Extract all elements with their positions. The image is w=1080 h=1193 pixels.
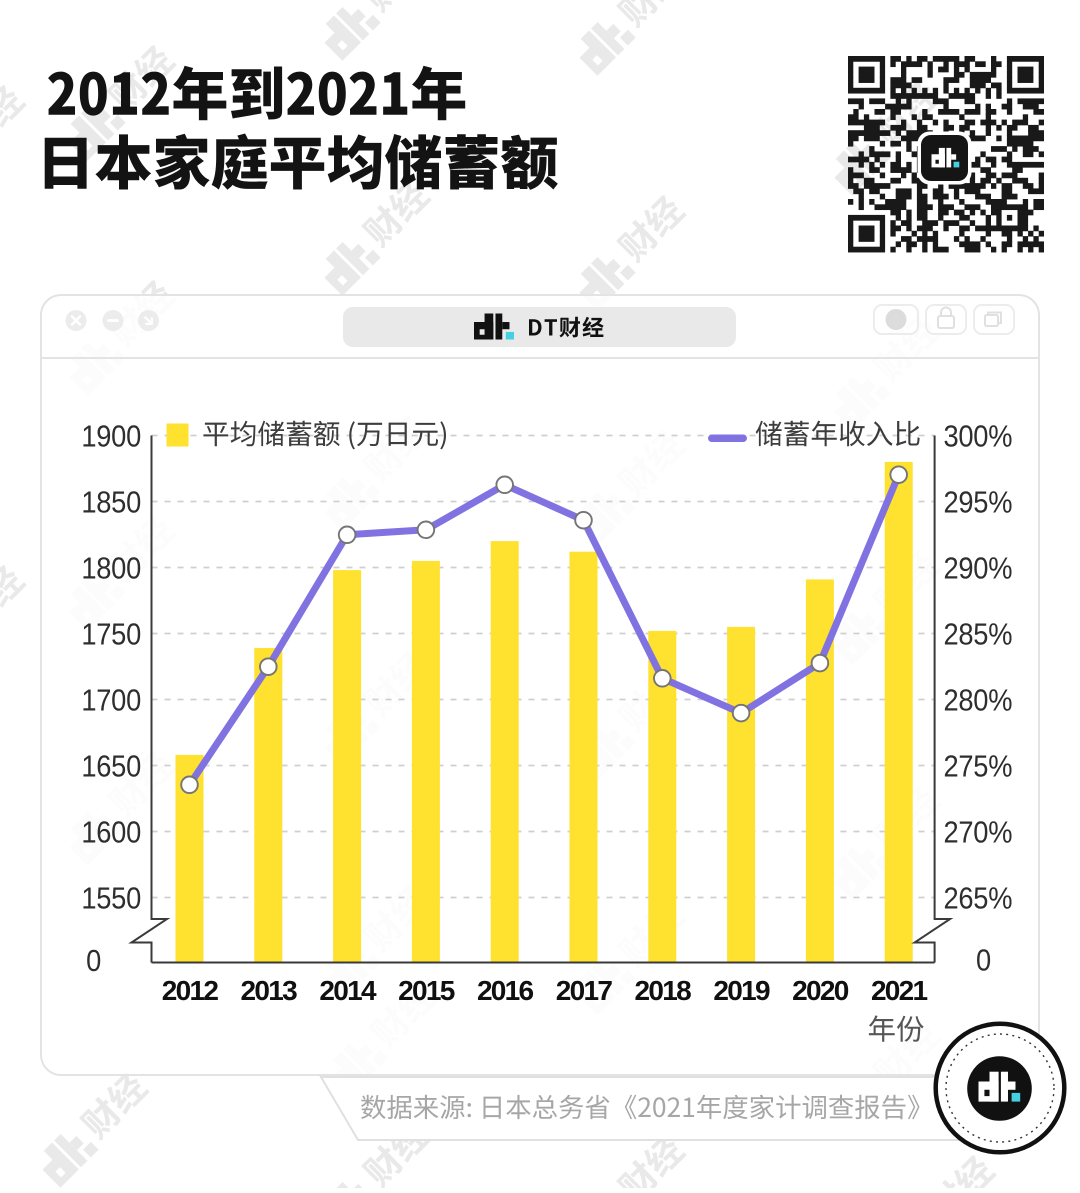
svg-text:1900: 1900 — [81, 420, 141, 454]
svg-text:275%: 275% — [944, 750, 1013, 784]
svg-text:2020: 2020 — [792, 975, 849, 1006]
svg-text:0: 0 — [86, 944, 101, 978]
svg-text:2016: 2016 — [477, 975, 534, 1006]
svg-text:1650: 1650 — [81, 750, 141, 784]
svg-text:0: 0 — [976, 944, 991, 978]
svg-text:270%: 270% — [944, 816, 1013, 850]
svg-text:2012: 2012 — [162, 975, 219, 1006]
svg-text:290%: 290% — [944, 552, 1013, 586]
svg-text:1700: 1700 — [81, 684, 141, 718]
svg-text:1600: 1600 — [81, 816, 141, 850]
svg-text:2018: 2018 — [635, 975, 692, 1006]
svg-text:2014: 2014 — [319, 975, 377, 1006]
svg-text:2015: 2015 — [398, 975, 455, 1006]
svg-text:1800: 1800 — [81, 552, 141, 586]
svg-text:280%: 280% — [944, 684, 1013, 718]
svg-text:2013: 2013 — [241, 975, 298, 1006]
svg-text:1750: 1750 — [81, 618, 141, 652]
svg-text:2019: 2019 — [713, 975, 770, 1006]
svg-text:2021: 2021 — [871, 975, 928, 1006]
svg-text:265%: 265% — [944, 882, 1013, 916]
svg-text:300%: 300% — [944, 420, 1013, 454]
svg-text:2017: 2017 — [556, 975, 613, 1006]
svg-text:285%: 285% — [944, 618, 1013, 652]
svg-text:1550: 1550 — [81, 882, 141, 916]
svg-text:295%: 295% — [944, 486, 1013, 520]
svg-text:1850: 1850 — [81, 486, 141, 520]
